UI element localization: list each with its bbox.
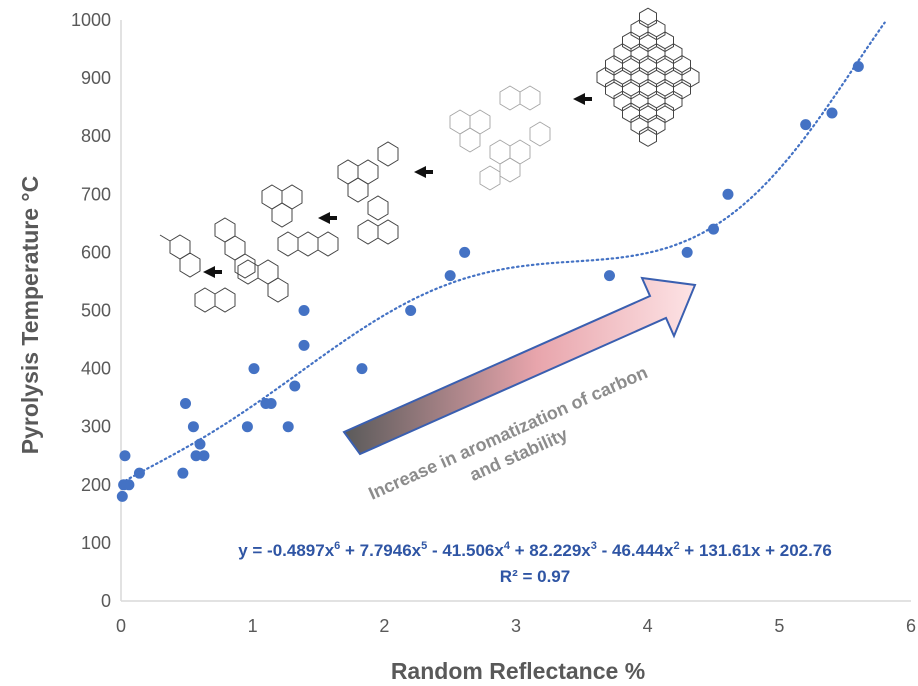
cluster-pah-molecule (449, 85, 551, 191)
three-ring-molecule-2 (237, 259, 289, 303)
y-tick-label: 900 (81, 68, 111, 88)
two-ring-molecule (194, 287, 236, 313)
data-point (681, 246, 693, 258)
x-tick-label: 6 (906, 616, 916, 636)
y-tick-label: 700 (81, 184, 111, 204)
x-tick-label: 5 (774, 616, 784, 636)
data-point (603, 270, 615, 282)
pyrene-molecule (261, 184, 303, 228)
data-point (133, 467, 145, 479)
data-point (708, 223, 719, 235)
data-points (116, 60, 864, 502)
data-point (177, 467, 189, 479)
data-point (116, 490, 128, 502)
data-point (180, 397, 192, 409)
single-ring-molecule (159, 234, 201, 278)
y-tick-label: 100 (81, 533, 111, 553)
molecule-illustrations (159, 7, 700, 313)
data-point (800, 119, 812, 131)
data-point (298, 339, 310, 351)
data-point (187, 421, 199, 433)
y-tick-label: 500 (81, 301, 111, 321)
data-point (265, 397, 277, 409)
y-tick-label: 0 (101, 591, 111, 611)
x-tick-label: 4 (643, 616, 653, 636)
y-tick-label: 1000 (71, 10, 111, 30)
y-tick-label: 400 (81, 359, 111, 379)
three-ring-molecule (214, 217, 256, 279)
data-point (444, 270, 456, 282)
data-point (298, 305, 310, 316)
y-tick-label: 600 (81, 242, 111, 262)
data-point (282, 421, 294, 433)
data-point (405, 305, 417, 316)
data-point (123, 479, 135, 491)
data-point (459, 246, 471, 258)
data-point (198, 450, 210, 462)
x-tick-label: 3 (511, 616, 521, 636)
data-point (826, 107, 838, 119)
data-point (119, 450, 131, 462)
y-axis-title: Pyrolysis Temperature °C (17, 176, 43, 455)
trendline (119, 21, 886, 485)
data-point (194, 438, 206, 450)
pyrene-molecule-2 (277, 231, 339, 257)
y-tick-label: 300 (81, 417, 111, 437)
r-squared: R² = 0.97 (500, 567, 570, 586)
small-arrows (203, 93, 592, 278)
data-point (190, 450, 202, 462)
data-point (241, 421, 253, 433)
data-point (248, 363, 260, 375)
x-axis-title: Random Reflectance % (391, 658, 645, 684)
data-point (722, 188, 734, 200)
axes (120, 20, 911, 602)
data-point (356, 363, 368, 375)
x-tick-label: 1 (248, 616, 258, 636)
aromatization-arrow (342, 276, 697, 456)
x-tick-label: 0 (116, 616, 126, 636)
data-point (289, 380, 301, 392)
x-tick-label: 2 (379, 616, 389, 636)
graphene-sheet-molecule (596, 7, 700, 147)
trendline-equation: y = -0.4897x6 + 7.7946x5 - 41.506x4 + 82… (238, 540, 832, 560)
x-tick-labels: 0 1 2 3 4 5 6 (116, 616, 916, 636)
y-tick-label: 800 (81, 126, 111, 146)
large-pah-molecule (337, 141, 399, 245)
data-point (852, 60, 864, 72)
y-tick-label: 200 (81, 475, 111, 495)
y-tick-labels: 0 100 200 300 400 500 600 700 800 900 1000 (71, 10, 111, 611)
